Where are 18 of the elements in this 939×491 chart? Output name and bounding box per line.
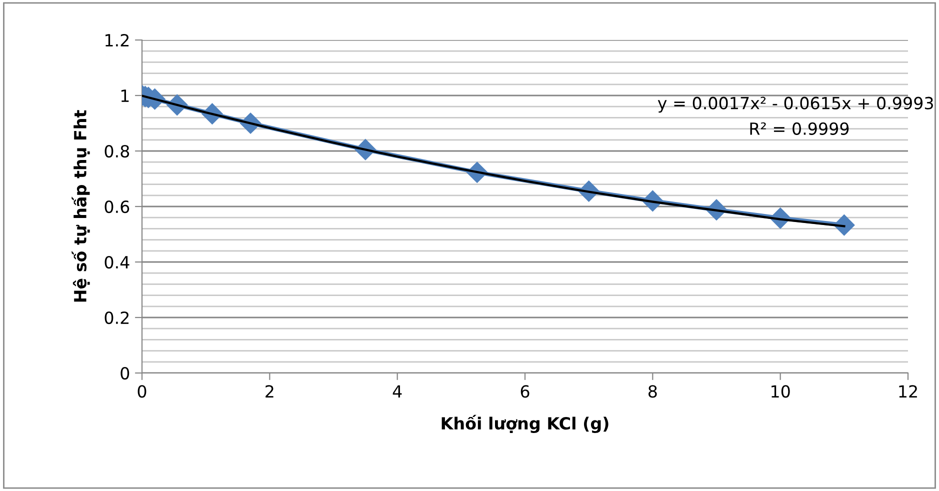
y-tick-label: 0.6 [104,200,130,214]
annotation: y = 0.0017x² - 0.0615x + 0.9993 [658,96,933,113]
y-tick-label: 1 [121,90,129,102]
x-tick-label: 4 [392,385,402,398]
x-axis-title: Khối lượng KCl (g) [442,414,608,434]
x-tick-label: 8 [648,385,657,398]
x-tick-label: 2 [266,385,274,398]
annotation: R² = 0.9999 [750,122,849,135]
x-tick-label: 12 [899,385,917,398]
y-axis-title: Hệ số tự hấp thụ Fht [72,110,90,302]
x-tick-label: 0 [138,385,146,398]
y-tick-label: 1.2 [106,34,129,46]
y-tick-label: 0.8 [104,144,130,158]
x-tick-label: 6 [520,385,530,398]
y-tick-label: 0 [120,366,130,380]
x-tick-label: 10 [772,385,790,398]
y-tick-label: 0.2 [104,311,129,324]
y-tick-label: 0.4 [104,256,130,269]
